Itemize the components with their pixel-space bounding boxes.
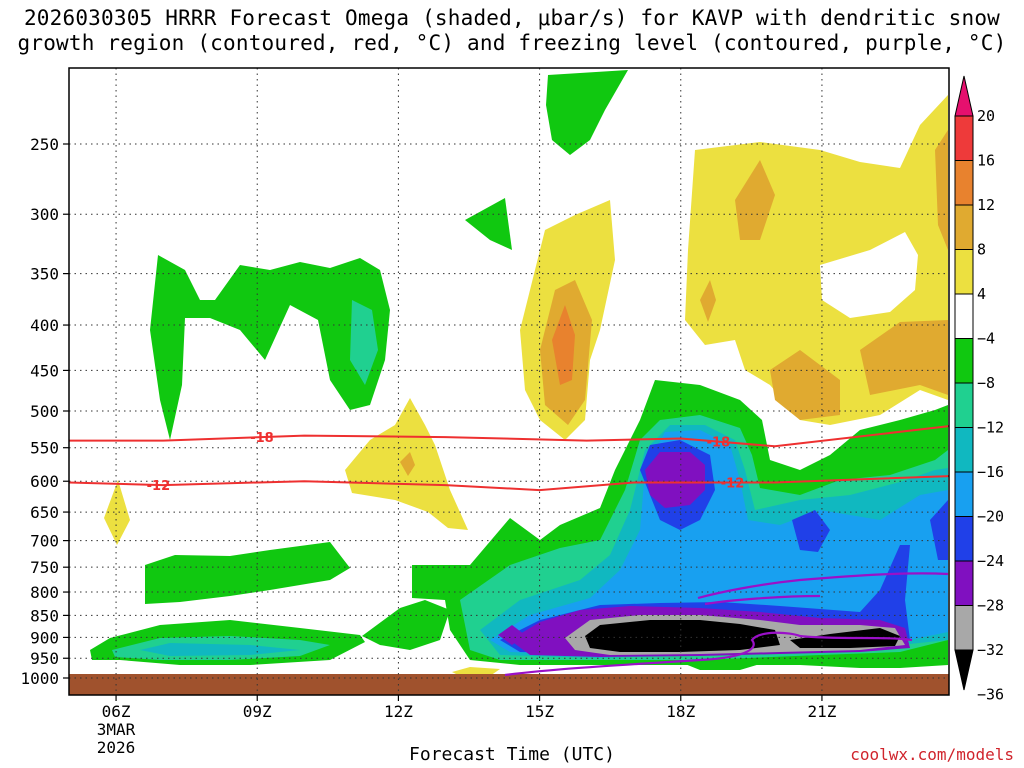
colorbar-swatch bbox=[954, 293, 974, 339]
freezing-level-line bbox=[504, 631, 913, 677]
shade-blue-main bbox=[490, 430, 948, 655]
y-tick-label: 750 bbox=[30, 558, 59, 577]
x-tick-year: 2026 bbox=[97, 738, 136, 757]
shade-deeporange-15z bbox=[552, 305, 575, 385]
shade-yellow-06z bbox=[104, 480, 130, 545]
shade-green-small bbox=[465, 198, 512, 250]
shade-purple-small bbox=[498, 625, 525, 645]
shade-green-top bbox=[546, 70, 628, 155]
y-tick-label: 1000 bbox=[20, 669, 59, 688]
colorbar: 20 16 12 8 4 −4 −8 −12 −16 −20 −24 −28 −32 −36 bbox=[954, 75, 1004, 704]
shade-navy-small bbox=[792, 510, 830, 552]
y-tick-label: 450 bbox=[30, 361, 59, 380]
colorbar-swatch bbox=[954, 249, 974, 295]
colorbar-label: −24 bbox=[977, 552, 1004, 570]
colorbar-label: −32 bbox=[977, 641, 1004, 659]
colorbar-label: −20 bbox=[977, 508, 1004, 526]
shade-green-low-1 bbox=[145, 542, 350, 604]
y-tick-label: 250 bbox=[30, 135, 59, 154]
shade-black-core-1 bbox=[585, 620, 780, 652]
red-contour-line bbox=[68, 475, 950, 492]
shade-orange-right-2 bbox=[700, 280, 716, 322]
plot-border bbox=[68, 67, 950, 696]
colorbar-swatch bbox=[954, 160, 974, 206]
x-tick-label: 18Z bbox=[666, 702, 695, 721]
colorbar-label: −8 bbox=[977, 374, 995, 392]
colorbar-swatch bbox=[954, 338, 974, 384]
shade-green-12z-low bbox=[362, 600, 450, 650]
y-tick-label: 950 bbox=[30, 649, 59, 668]
y-tick-label: 900 bbox=[30, 628, 59, 647]
y-tick-label: 600 bbox=[30, 472, 59, 491]
shade-orange-12z bbox=[400, 452, 415, 476]
colorbar-swatch bbox=[954, 516, 974, 562]
red-contour-label: -18 bbox=[250, 431, 274, 446]
dendritic-growth-contours: -18 -18 -12 -12 bbox=[68, 425, 950, 494]
colorbar-swatch bbox=[954, 560, 974, 606]
x-tick-label: 09Z bbox=[243, 702, 272, 721]
colorbar-label: −36 bbox=[977, 686, 1004, 704]
shade-navy-right bbox=[930, 500, 948, 560]
freezing-level-line bbox=[704, 594, 821, 606]
x-tick-label: 15Z bbox=[525, 702, 554, 721]
x-axis-title: Forecast Time (UTC) bbox=[409, 744, 615, 765]
y-tick-label: 550 bbox=[30, 439, 59, 458]
red-contour-line bbox=[69, 425, 950, 448]
shade-yellow-bottom bbox=[452, 667, 500, 676]
colorbar-swatch bbox=[954, 471, 974, 517]
colorbar-top-arrow bbox=[954, 75, 974, 117]
ground-band bbox=[69, 674, 949, 695]
y-tick-label: 800 bbox=[30, 583, 59, 602]
red-contour-label: -18 bbox=[707, 436, 731, 451]
chart-title-line-2: growth region (contoured, red, °C) and f… bbox=[17, 31, 1007, 55]
shade-white-hole bbox=[820, 232, 918, 318]
y-tick-label: 350 bbox=[30, 265, 59, 284]
grid-lines bbox=[69, 68, 949, 695]
shade-orange-right-1 bbox=[735, 160, 775, 240]
y-axis: 250 300 350 400 450 500 550 600 650 700 750 800 850 9… bbox=[20, 135, 69, 688]
colorbar-label: 4 bbox=[977, 285, 986, 303]
shade-green-bottom bbox=[680, 660, 760, 670]
colorbar-label: −28 bbox=[977, 597, 1004, 615]
colorbar-swatch bbox=[954, 382, 974, 428]
x-tick-label: 12Z bbox=[384, 702, 413, 721]
y-tick-label: 500 bbox=[30, 402, 59, 421]
y-tick-label: 650 bbox=[30, 503, 59, 522]
shade-orange-right-4 bbox=[860, 320, 948, 395]
colorbar-label: 12 bbox=[977, 196, 995, 214]
colorbar-label: −16 bbox=[977, 463, 1004, 481]
freezing-level-line bbox=[697, 572, 949, 600]
colorbar-swatch bbox=[954, 605, 974, 651]
chart-title-line-1: 2026030305 HRRR Forecast Omega (shaded, … bbox=[23, 6, 1001, 30]
y-tick-label: 300 bbox=[30, 205, 59, 224]
freezing-level-contours bbox=[504, 572, 949, 677]
colorbar-bottom-arrow bbox=[954, 649, 974, 691]
omega-shading bbox=[90, 70, 948, 676]
red-contour-label: -12 bbox=[721, 477, 745, 492]
credit-text[interactable]: coolwx.com/models bbox=[850, 745, 1014, 764]
y-tick-label: 700 bbox=[30, 532, 59, 551]
colorbar-label: 20 bbox=[977, 107, 995, 125]
x-tick-date: 3MAR bbox=[97, 720, 136, 739]
colorbar-swatch bbox=[954, 427, 974, 473]
colorbar-swatch bbox=[954, 204, 974, 250]
colorbar-swatch bbox=[954, 115, 974, 161]
shade-purple-upper bbox=[645, 452, 705, 508]
x-tick-label: 06Z bbox=[102, 702, 131, 721]
shade-orange-right-3 bbox=[770, 350, 840, 420]
red-contour-label: -12 bbox=[147, 479, 171, 494]
colorbar-label: −12 bbox=[977, 419, 1004, 437]
colorbar-label: 16 bbox=[977, 152, 995, 170]
shade-cyan-900 bbox=[140, 643, 300, 656]
colorbar-label: −4 bbox=[977, 330, 995, 348]
shade-green-ascent bbox=[150, 255, 390, 440]
colorbar-label: 8 bbox=[977, 241, 986, 259]
y-tick-label: 850 bbox=[30, 606, 59, 625]
x-tick-label: 21Z bbox=[807, 702, 836, 721]
shade-orange-right-5 bbox=[935, 130, 948, 250]
y-tick-label: 400 bbox=[30, 316, 59, 335]
shade-teal-cell bbox=[350, 300, 378, 385]
